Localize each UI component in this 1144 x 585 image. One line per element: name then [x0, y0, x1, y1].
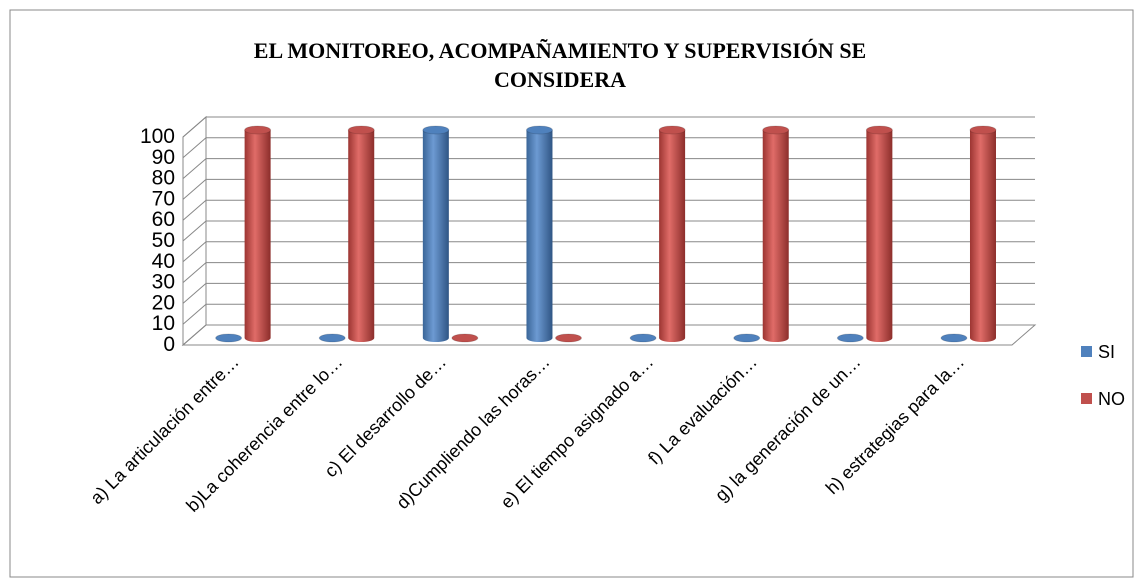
bar: [451, 333, 479, 343]
grid-line: [182, 158, 1035, 179]
bar-body: [244, 130, 271, 342]
bar: [865, 125, 893, 342]
legend-label: SI: [1098, 342, 1115, 362]
grid-line: [182, 137, 1035, 159]
bar: [422, 125, 450, 342]
bar-top: [836, 333, 864, 343]
y-tick-label: 30: [152, 271, 175, 294]
legend-label: NO: [1098, 389, 1125, 409]
legend-swatch: [1081, 393, 1092, 404]
grid-line: [182, 282, 1035, 304]
bar: [762, 125, 790, 342]
bar-top: [658, 125, 686, 135]
grid-line: [182, 116, 1035, 138]
bar-body: [348, 130, 375, 342]
y-tick-label: 50: [152, 229, 175, 252]
y-tick-label: 40: [152, 250, 175, 273]
bar-top: [347, 125, 375, 135]
grid-line: [182, 324, 1035, 346]
bar: [554, 333, 582, 343]
bar: [969, 125, 997, 342]
y-tick-label: 20: [152, 291, 175, 314]
chart-title: EL MONITOREO, ACOMPAÑAMIENTO Y SUPERVISI…: [254, 38, 866, 92]
grid-line: [182, 262, 1035, 283]
bar-body: [659, 130, 686, 342]
grid-line: [182, 241, 1035, 263]
bar-top: [554, 333, 582, 343]
bar-top: [215, 333, 243, 343]
bar-body: [866, 130, 893, 342]
bar: [525, 125, 553, 342]
bar-body: [526, 130, 553, 342]
bar-top: [422, 125, 450, 135]
bar-body: [969, 130, 996, 342]
bar-body: [422, 130, 449, 342]
grid-line: [182, 199, 1035, 221]
bar-top: [629, 333, 657, 343]
bar-body: [762, 130, 789, 342]
bar: [318, 333, 346, 343]
grid-line: [182, 220, 1035, 242]
bar: [215, 333, 243, 343]
y-tick-label: 90: [152, 146, 175, 169]
bar-top: [865, 125, 893, 135]
grid-line: [182, 178, 1035, 200]
grid-line: [182, 303, 1035, 325]
bar: [347, 125, 375, 342]
chart-border: [9, 9, 1134, 578]
bar-top: [940, 333, 968, 343]
bar: [836, 333, 864, 343]
floor: [181, 324, 1037, 346]
bar-top: [762, 125, 790, 135]
y-tick-label: 10: [152, 312, 175, 335]
y-tick-label: 100: [140, 125, 175, 148]
bar-top: [318, 333, 346, 343]
bar-top: [969, 125, 997, 135]
y-tick-label: 0: [163, 333, 175, 356]
bar: [629, 333, 657, 343]
bar: [733, 333, 761, 343]
y-tick-label: 70: [152, 187, 175, 210]
bar-top: [451, 333, 479, 343]
bar-top: [244, 125, 272, 135]
bar: [940, 333, 968, 343]
bar: [244, 125, 272, 342]
bar: [658, 125, 686, 342]
legend-swatch: [1081, 346, 1092, 357]
bar-top: [525, 125, 553, 135]
bar-top: [733, 333, 761, 343]
y-tick-label: 60: [152, 208, 175, 231]
y-tick-label: 80: [152, 167, 175, 190]
